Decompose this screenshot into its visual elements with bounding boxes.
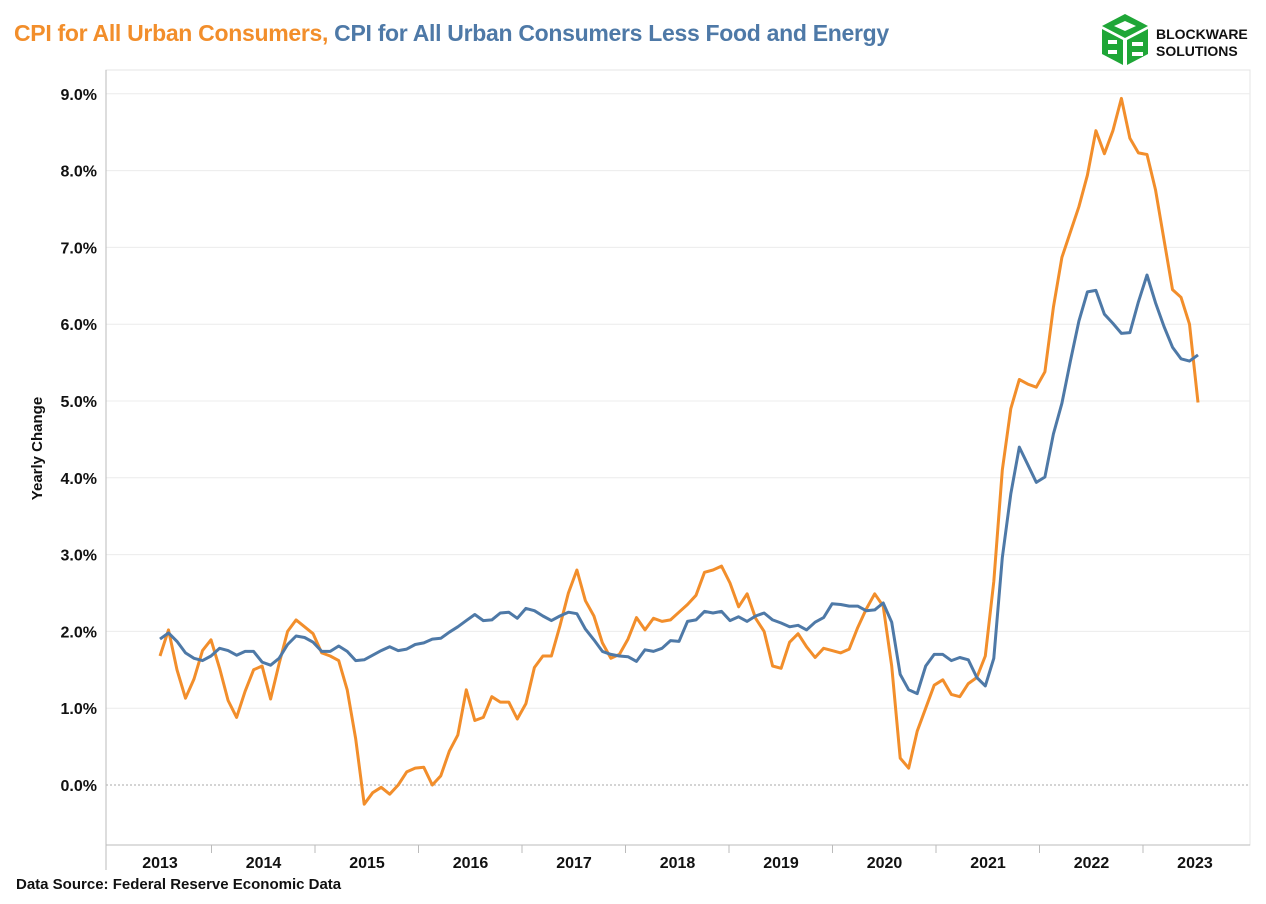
- y-tick-label: 2.0%: [61, 624, 97, 641]
- blockware-logo: BLOCKWARE SOLUTIONS: [1100, 12, 1250, 72]
- chart-title: CPI for All Urban Consumers, CPI for All…: [14, 20, 889, 47]
- x-tick-label: 2015: [349, 855, 385, 872]
- y-tick-label: 6.0%: [61, 317, 97, 334]
- y-tick-label: 9.0%: [61, 87, 97, 104]
- x-tick-label: 2017: [556, 855, 592, 872]
- data-source-note: Data Source: Federal Reserve Economic Da…: [16, 876, 342, 893]
- x-tick-label: 2016: [453, 855, 489, 872]
- y-tick-label: 0.0%: [61, 778, 97, 795]
- y-tick-label: 8.0%: [61, 164, 97, 181]
- logo-text-line1: BLOCKWARE: [1156, 26, 1248, 42]
- y-tick-label: 1.0%: [61, 701, 97, 718]
- y-tick-label: 4.0%: [61, 471, 97, 488]
- y-tick-label: 7.0%: [61, 240, 97, 257]
- x-tick-label: 2018: [660, 855, 696, 872]
- series-line-cpi-core: [159, 273, 1199, 696]
- logo-text-line2: SOLUTIONS: [1156, 43, 1238, 59]
- plot-frame: [105, 69, 1251, 846]
- x-tick-label: 2023: [1177, 855, 1213, 872]
- x-tick-label: 2019: [763, 855, 799, 872]
- x-tick-label: 2013: [142, 855, 178, 872]
- y-tick-label: 5.0%: [61, 394, 97, 411]
- x-tick-label: 2014: [246, 855, 282, 872]
- x-tick-label: 2020: [867, 855, 903, 872]
- title-series-headline: CPI for All Urban Consumers,: [14, 20, 329, 46]
- x-tick-label: 2022: [1074, 855, 1110, 872]
- logo-cube-icon: [1102, 14, 1148, 65]
- series-line-cpi-all-items: [158, 96, 1200, 806]
- title-series-core: CPI for All Urban Consumers Less Food an…: [334, 20, 889, 46]
- x-tick-label: 2021: [970, 855, 1006, 872]
- y-tick-label: 3.0%: [61, 548, 97, 565]
